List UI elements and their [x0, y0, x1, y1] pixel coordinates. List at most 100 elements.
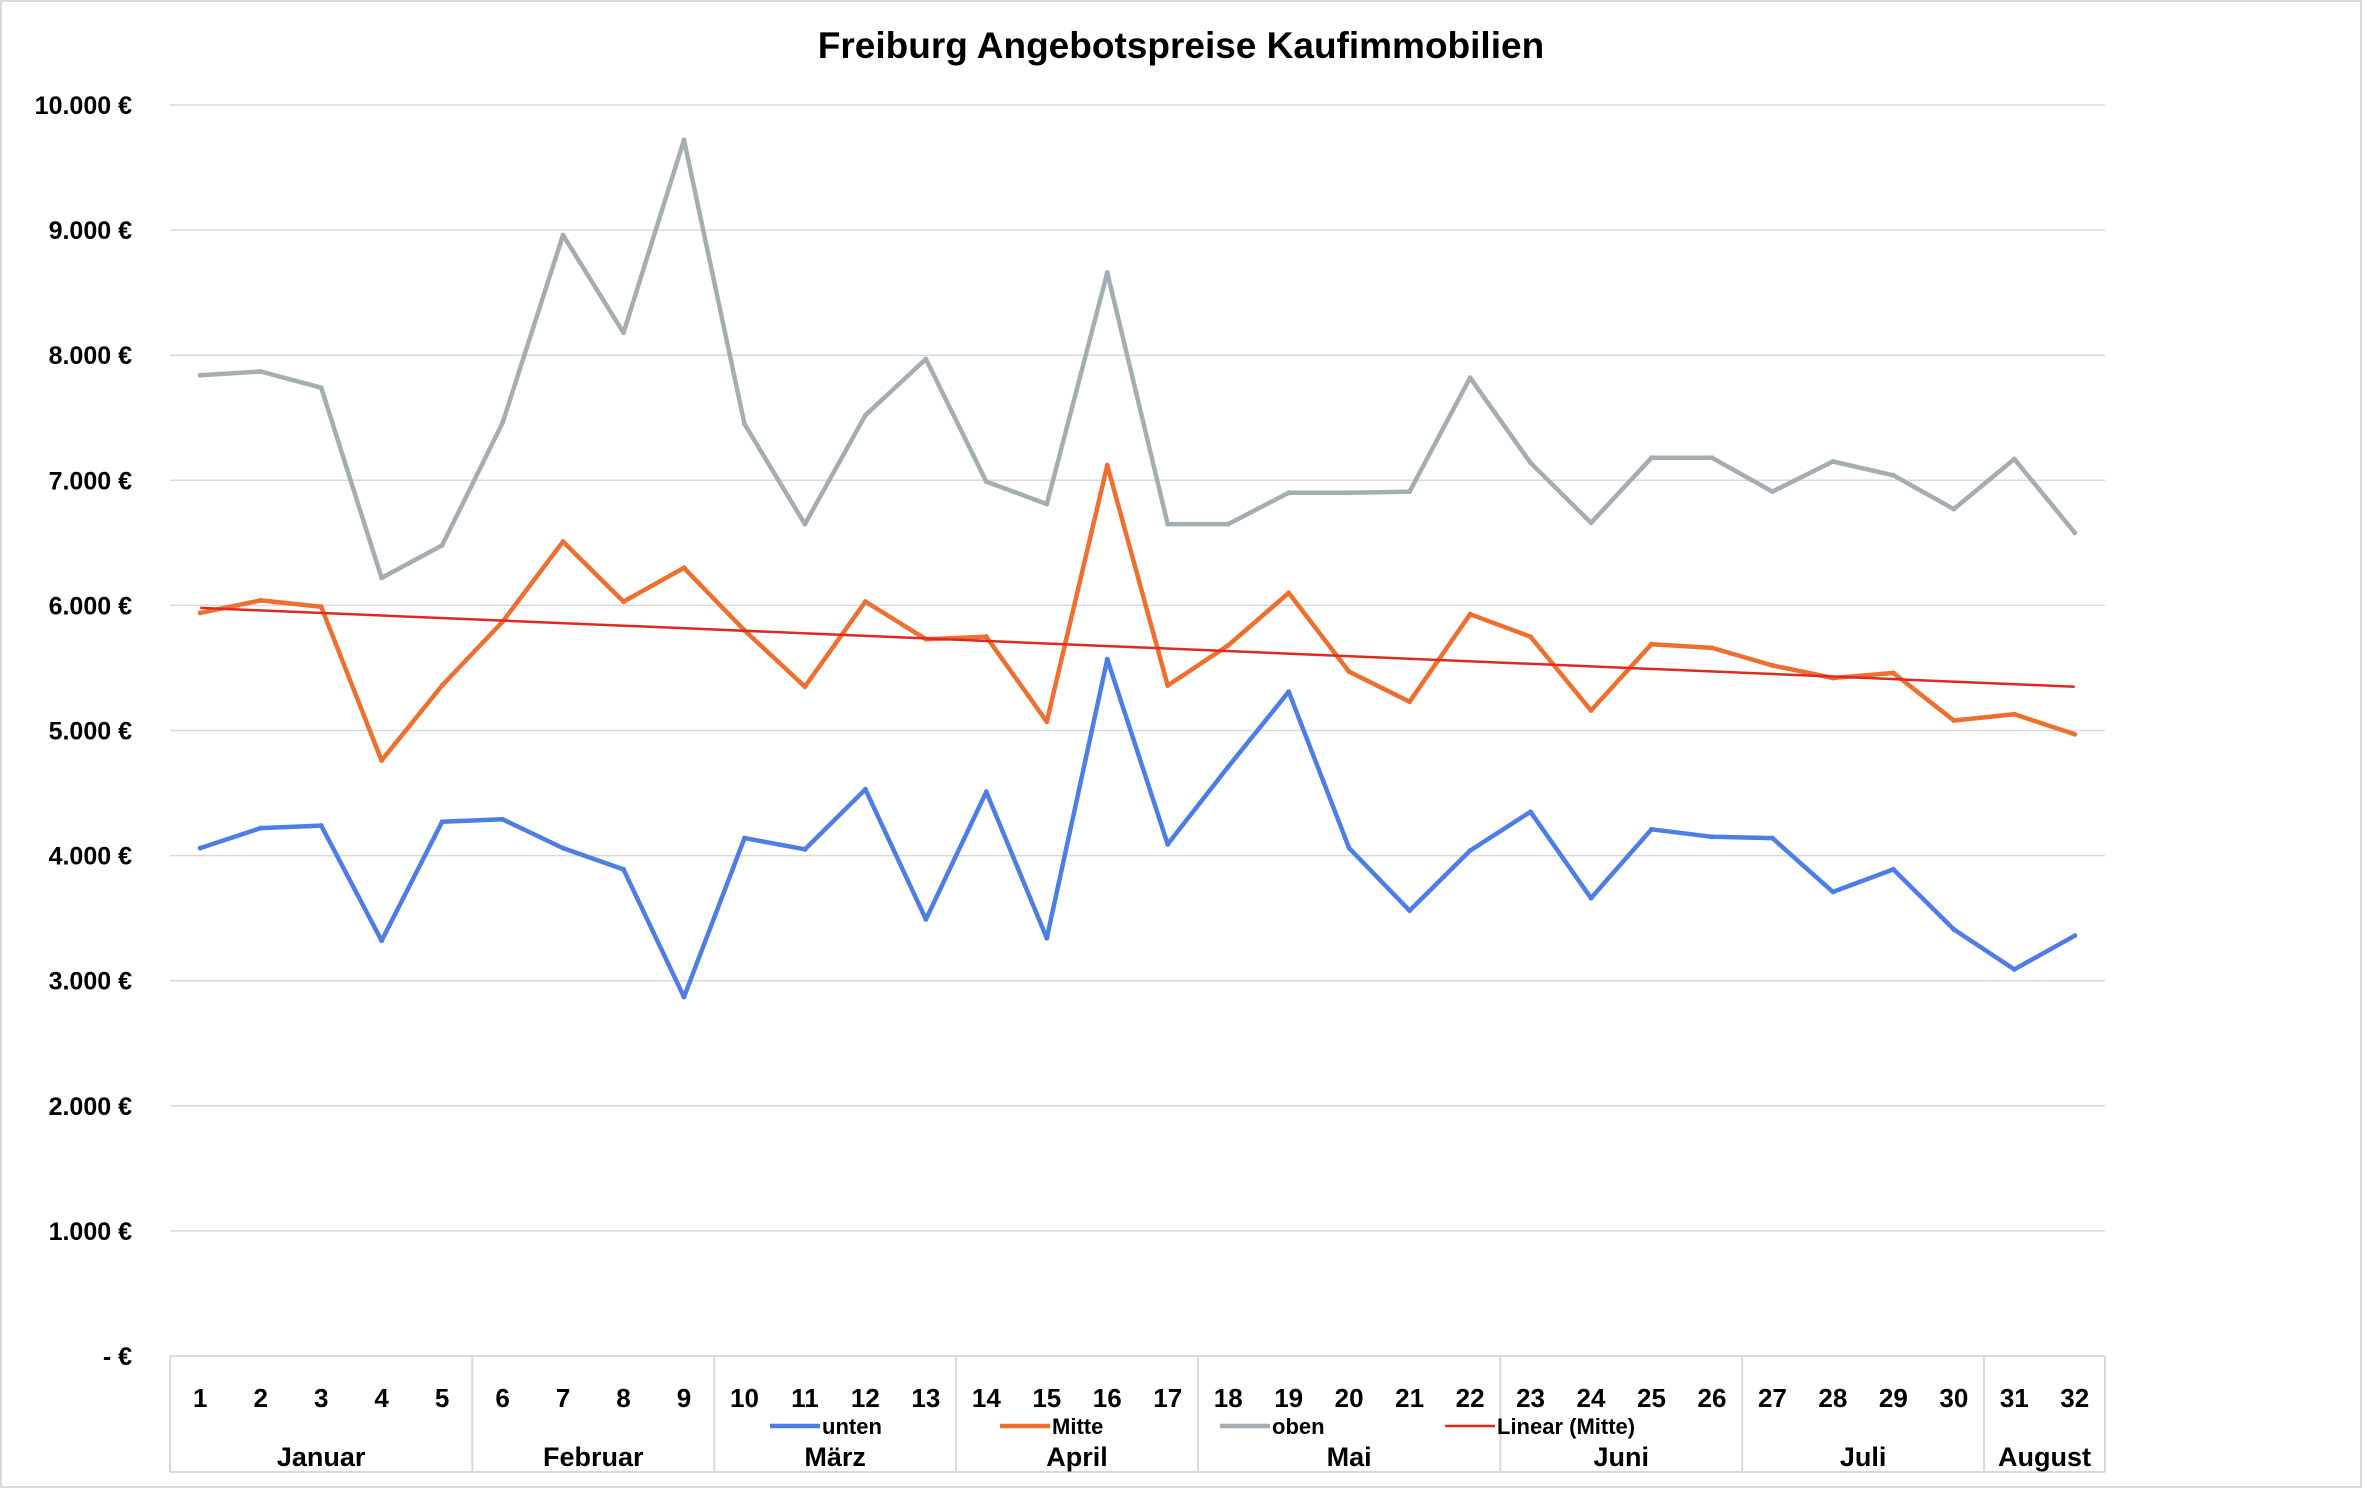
y-tick-label: 6.000 € [49, 592, 133, 620]
series-line-unten [197, 656, 2078, 1000]
data-point-unten [1407, 908, 1413, 914]
data-point-oben [741, 421, 747, 427]
data-point-oben [1044, 501, 1050, 507]
data-point-mitte [621, 599, 627, 605]
legend-label: Mitte [1052, 1414, 1103, 1439]
data-point-oben [318, 385, 324, 391]
x-tick-label: 9 [677, 1383, 691, 1413]
month-label: Juli [1840, 1442, 1887, 1472]
data-point-unten [1225, 764, 1231, 770]
x-tick-label: 3 [314, 1383, 328, 1413]
chart-title: Freiburg Angebotspreise Kaufimmobilien [818, 25, 1544, 66]
data-point-unten [318, 823, 324, 829]
series-line-oben [197, 137, 2078, 581]
data-point-oben [197, 372, 203, 378]
series-lines [197, 137, 2078, 1000]
y-tick-label: 5.000 € [49, 718, 133, 746]
x-tick-label: 13 [911, 1383, 940, 1413]
x-tick-label: 30 [1939, 1383, 1968, 1413]
x-tick-label: 29 [1879, 1383, 1908, 1413]
month-label: August [1998, 1442, 2091, 1472]
x-tick-label: 17 [1153, 1383, 1182, 1413]
data-point-unten [802, 846, 808, 852]
x-tick-label: 28 [1818, 1383, 1847, 1413]
y-tick-label: 10.000 € [35, 92, 132, 120]
x-tick-label: 5 [435, 1383, 449, 1413]
data-point-unten [983, 789, 989, 795]
data-point-mitte [1165, 682, 1171, 688]
data-point-oben [1407, 489, 1413, 495]
data-point-mitte [1225, 642, 1231, 648]
y-tick-label: 7.000 € [49, 467, 133, 495]
data-point-oben [2072, 530, 2078, 536]
x-tick-label: 19 [1274, 1383, 1303, 1413]
month-label: März [804, 1442, 866, 1472]
data-point-mitte [258, 597, 264, 603]
data-point-mitte [439, 682, 445, 688]
x-tick-label: 18 [1214, 1383, 1243, 1413]
data-point-unten [379, 938, 385, 944]
trendline-linear-mitte [200, 606, 2075, 688]
data-point-unten [1528, 809, 1534, 815]
data-point-oben [1830, 459, 1836, 465]
gridlines: - € 1.000 € 2.000 € 3.000 € 4.000 € 5.000 € 6.… [35, 92, 2105, 1371]
data-point-mitte [681, 565, 687, 571]
x-tick-label: 6 [495, 1383, 509, 1413]
data-point-unten [1648, 826, 1654, 832]
data-point-unten [1286, 689, 1292, 695]
data-point-oben [1286, 490, 1292, 496]
data-point-unten [1165, 841, 1171, 847]
data-point-unten [560, 845, 566, 851]
data-point-mitte [802, 684, 808, 690]
y-tick-label: 9.000 € [49, 217, 133, 245]
data-point-mitte [1346, 669, 1352, 675]
x-tick-label: 16 [1093, 1383, 1122, 1413]
data-point-unten [197, 845, 203, 851]
month-label: Mai [1327, 1442, 1372, 1472]
x-tick-label: 23 [1516, 1383, 1545, 1413]
x-tick-label: 21 [1395, 1383, 1424, 1413]
data-point-oben [862, 412, 868, 418]
data-point-oben [2011, 456, 2017, 462]
month-label: Juni [1593, 1442, 1649, 1472]
x-tick-label: 7 [556, 1383, 570, 1413]
x-tick-label: 11 [791, 1383, 819, 1413]
data-point-oben [923, 356, 929, 362]
data-point-unten [1951, 926, 1957, 932]
data-point-unten [2072, 933, 2078, 939]
data-point-unten [1709, 834, 1715, 840]
data-point-mitte [1044, 719, 1050, 725]
y-tick-label: 4.000 € [49, 843, 133, 871]
data-point-oben [1890, 472, 1896, 478]
x-tick-label: 10 [730, 1383, 759, 1413]
data-point-oben [1528, 460, 1534, 466]
data-point-oben [1104, 270, 1110, 276]
data-point-unten [439, 819, 445, 825]
series-line-mitte [197, 463, 2078, 763]
data-point-oben [621, 330, 627, 336]
x-tick-label: 15 [1032, 1383, 1061, 1413]
data-point-oben [1951, 506, 1957, 512]
data-point-unten [1104, 656, 1110, 662]
x-tick-label: 8 [616, 1383, 630, 1413]
x-tick-label: 25 [1637, 1383, 1666, 1413]
data-point-oben [1648, 455, 1654, 461]
x-tick-label: 12 [851, 1383, 880, 1413]
data-point-oben [379, 575, 385, 581]
data-point-mitte [318, 604, 324, 610]
data-point-oben [1588, 520, 1594, 526]
x-tick-label: 27 [1758, 1383, 1787, 1413]
x-tick-label: 4 [374, 1383, 389, 1413]
data-point-mitte [1951, 717, 1957, 723]
data-point-unten [1830, 889, 1836, 895]
x-tick-label: 24 [1577, 1383, 1606, 1413]
data-point-oben [439, 542, 445, 548]
data-point-oben [560, 232, 566, 238]
x-tick-label: 14 [972, 1383, 1001, 1413]
category-axis: 1 2 3 4 5 6 7 8 9 10 11 12 13 14 15 16 17 18 19 20 21 22 23 24 2… [169, 1355, 2106, 1473]
data-point-oben [802, 521, 808, 527]
data-point-unten [1890, 866, 1896, 872]
data-point-mitte [1648, 641, 1654, 647]
data-point-oben [1165, 521, 1171, 527]
